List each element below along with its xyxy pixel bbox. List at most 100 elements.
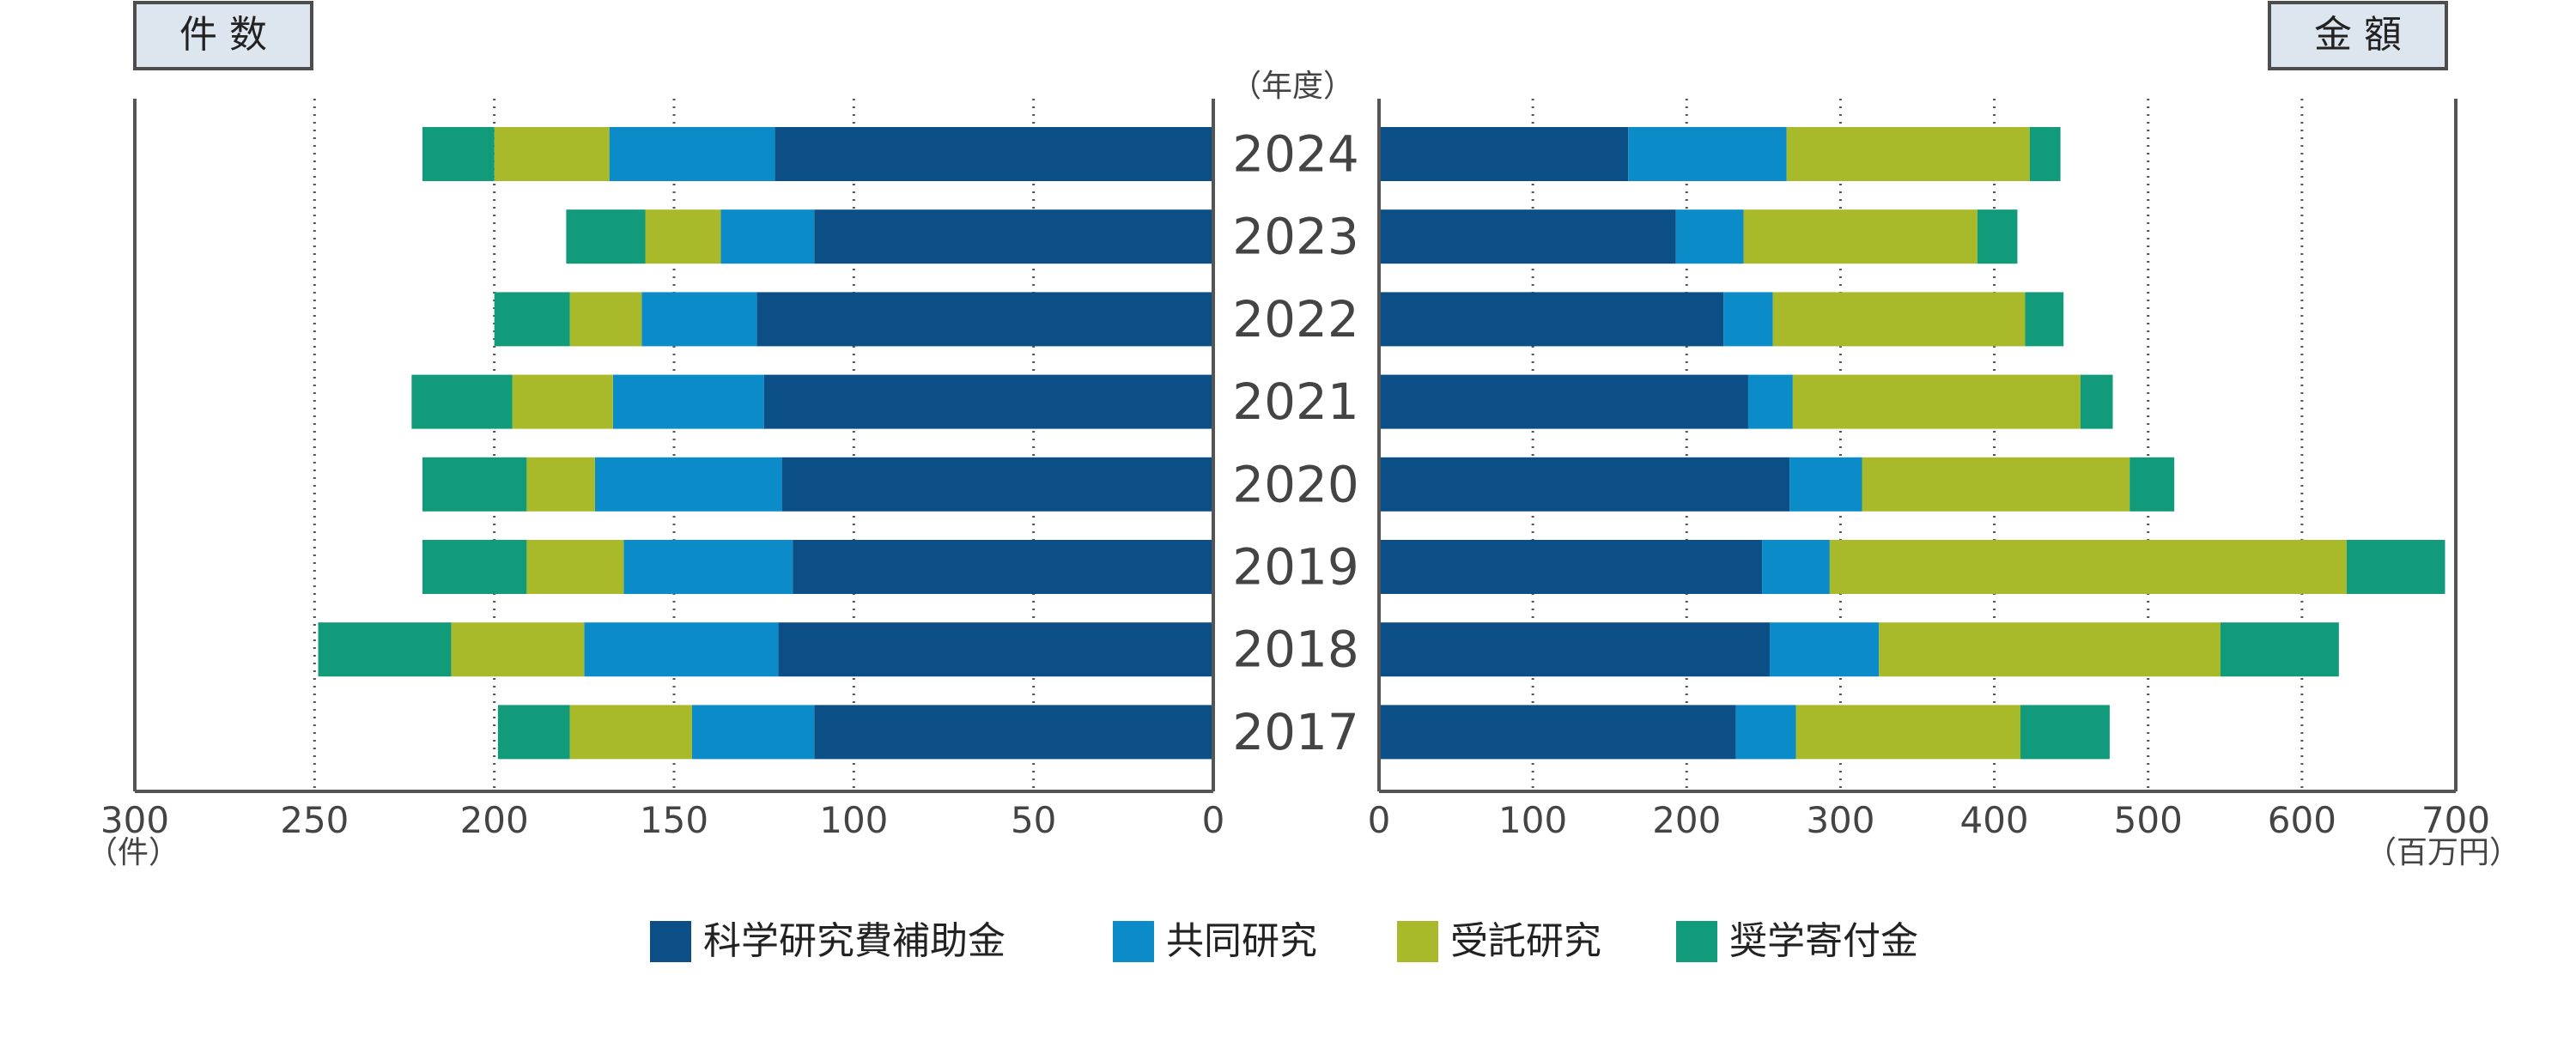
right-bar-segment	[1770, 622, 1880, 677]
right-bar-segment	[2346, 540, 2445, 594]
right-bar-segment	[1795, 705, 2021, 760]
left-bar-segment	[422, 457, 527, 512]
right-bar-segment	[1786, 127, 2030, 181]
right-bar-segment	[1743, 209, 1978, 264]
legend: 科学研究費補助金 共同研究 受託研究 奨学寄付金	[650, 919, 1918, 963]
year-label: 2024	[1232, 125, 1359, 184]
legend-swatch	[1397, 921, 1438, 962]
right-bar-segment	[2220, 622, 2339, 677]
left-tick-label: 50	[1011, 799, 1056, 841]
left-bar-segment	[814, 705, 1213, 760]
left-tick-label: 100	[819, 799, 888, 841]
right-bar-segment	[1379, 622, 1771, 677]
left-bar-segment	[584, 622, 779, 677]
right-tick-label: 0	[1368, 799, 1391, 841]
right-bar-segment	[2129, 457, 2175, 512]
right-bar-segment	[1772, 292, 2026, 347]
legend-label: 科学研究費補助金	[703, 919, 1005, 963]
left-bar-segment	[645, 209, 721, 264]
axes	[133, 99, 2458, 793]
left-bar-segment	[526, 540, 624, 594]
left-bar-segment	[763, 374, 1213, 429]
right-tick-label: 500	[2114, 799, 2183, 841]
left-tick-label: 300	[100, 799, 169, 841]
legend-swatch	[650, 921, 691, 962]
left-panel-title-box: 件 数	[133, 1, 313, 70]
labels: 300 250 200 150 100 50 0 0 100 200 300 400 500 600 700…	[100, 125, 2490, 842]
left-panel-title: 件 数	[179, 13, 267, 57]
year-label: 2020	[1232, 455, 1359, 513]
year-label: 2022	[1232, 290, 1359, 348]
left-axis-unit: （件）	[87, 835, 179, 870]
left-tick-label: 150	[640, 799, 708, 841]
right-panel-title: 金 額	[2314, 13, 2402, 57]
left-bar-segment	[451, 622, 585, 677]
legend-swatch	[1676, 921, 1717, 962]
year-label: 2017	[1232, 703, 1359, 761]
right-axis-unit: （百万円）	[2366, 835, 2520, 870]
left-bar-segment	[781, 457, 1213, 512]
year-label: 2018	[1232, 621, 1359, 679]
year-label: 2021	[1232, 373, 1359, 431]
left-bar-segment	[422, 540, 527, 594]
left-bar-segment	[623, 540, 793, 594]
right-tick-label: 300	[1806, 799, 1874, 841]
year-label: 2019	[1232, 538, 1359, 597]
left-tick-label: 250	[280, 799, 349, 841]
right-bar-segment	[2020, 705, 2110, 760]
left-bar-segment	[609, 127, 775, 181]
left-bar-segment	[775, 127, 1213, 181]
right-bar-segment	[1379, 374, 1748, 429]
left-bar-segment	[512, 374, 613, 429]
left-bar-segment	[691, 705, 815, 760]
year-axis-label: （年度）	[1230, 69, 1354, 104]
left-bar-segment	[422, 127, 495, 181]
right-bar-segment	[1762, 540, 1830, 594]
right-bar-segment	[1379, 209, 1676, 264]
left-bar-segment	[569, 705, 692, 760]
right-tick-label: 400	[1959, 799, 2028, 841]
left-bar-segment	[411, 374, 513, 429]
left-bar-segment	[494, 127, 610, 181]
right-tick-label: 100	[1498, 799, 1567, 841]
right-bar-segment	[2029, 127, 2061, 181]
left-bar-segment	[793, 540, 1213, 594]
right-bar-segment	[2025, 292, 2064, 347]
right-tick-label: 600	[2268, 799, 2336, 841]
right-bar-segment	[1735, 705, 1796, 760]
left-bar-segment	[814, 209, 1213, 264]
legend-label: 受託研究	[1450, 919, 1601, 963]
right-bar-segment	[1379, 705, 1736, 760]
right-bar-segment	[2080, 374, 2113, 429]
right-bar-segment	[1379, 127, 1629, 181]
legend-label: 共同研究	[1166, 919, 1317, 963]
right-bar-segment	[1379, 457, 1790, 512]
right-bar-segment	[1628, 127, 1787, 181]
left-bar-segment	[497, 705, 570, 760]
left-bar-segment	[594, 457, 782, 512]
bars	[318, 127, 2445, 760]
left-bar-segment	[318, 622, 452, 677]
right-bar-segment	[1789, 457, 1862, 512]
left-bar-segment	[720, 209, 815, 264]
right-panel-title-box: 金 額	[2268, 1, 2448, 70]
right-bar-segment	[1862, 457, 2130, 512]
right-tick-label: 700	[2421, 799, 2490, 841]
right-bar-segment	[1879, 622, 2221, 677]
left-bar-segment	[778, 622, 1213, 677]
right-bar-segment	[1723, 292, 1773, 347]
legend-swatch	[1113, 921, 1154, 962]
left-bar-segment	[494, 292, 570, 347]
right-bar-segment	[1379, 540, 1763, 594]
left-bar-segment	[756, 292, 1213, 347]
right-bar-segment	[1379, 292, 1724, 347]
left-bar-segment	[526, 457, 595, 512]
right-bar-segment	[1977, 209, 2018, 264]
left-tick-label: 0	[1202, 799, 1225, 841]
left-bar-segment	[566, 209, 646, 264]
left-bar-segment	[612, 374, 764, 429]
right-tick-label: 200	[1652, 799, 1721, 841]
left-bar-segment	[569, 292, 642, 347]
